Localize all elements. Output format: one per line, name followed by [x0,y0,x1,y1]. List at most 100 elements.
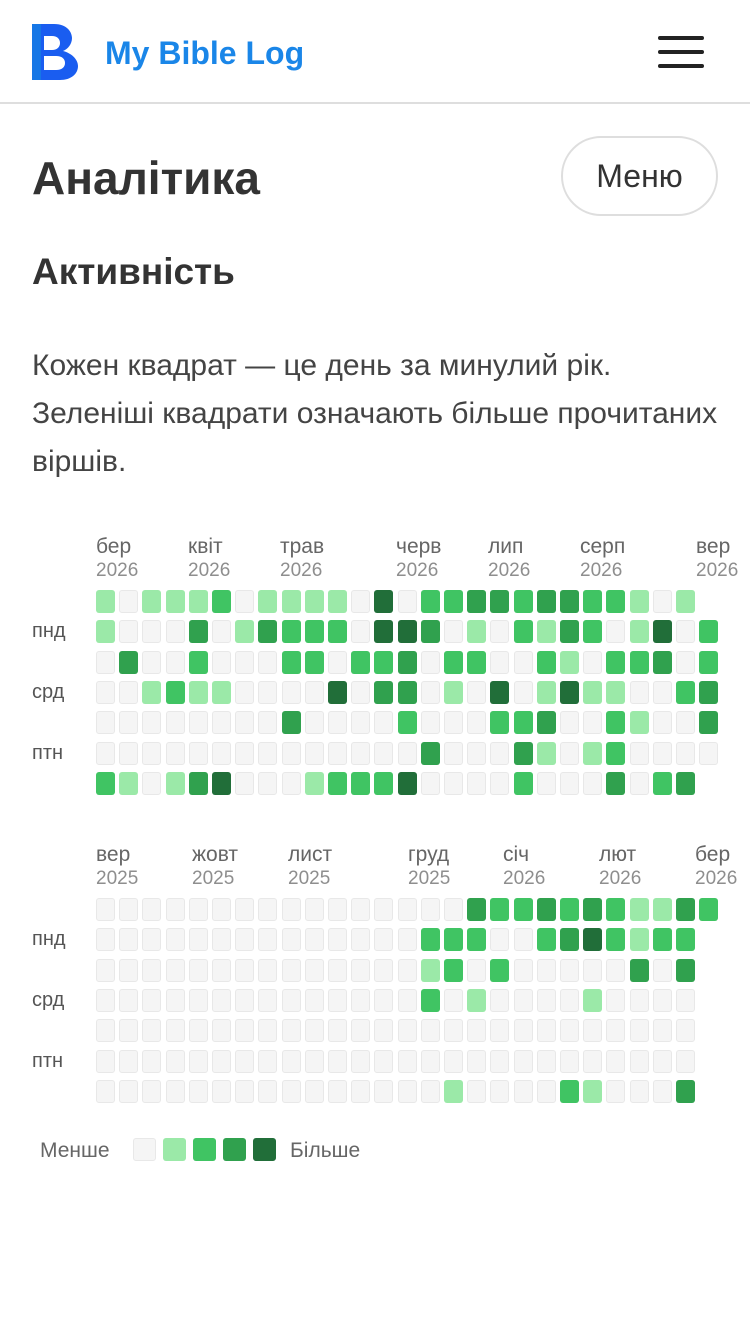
heatmap-day-cell[interactable] [96,1079,115,1103]
heatmap-day-cell[interactable] [629,1079,649,1103]
heatmap-day-cell[interactable] [536,771,556,795]
heatmap-day-cell[interactable] [188,680,208,704]
heatmap-day-cell[interactable] [142,958,162,982]
heatmap-day-cell[interactable] [583,711,603,735]
heatmap-day-cell[interactable] [328,771,347,795]
heatmap-day-cell[interactable] [351,650,371,674]
menu-button[interactable]: Меню [561,136,718,216]
heatmap-day-cell[interactable] [351,928,371,952]
heatmap-day-cell[interactable] [212,1079,231,1103]
heatmap-day-cell[interactable] [536,1079,556,1103]
heatmap-day-cell[interactable] [513,1079,533,1103]
heatmap-day-cell[interactable] [676,958,695,982]
heatmap-day-cell[interactable] [374,1079,394,1103]
heatmap-day-cell[interactable] [629,1049,649,1073]
heatmap-day-cell[interactable] [212,988,231,1012]
heatmap-day-cell[interactable] [235,590,255,613]
heatmap-day-cell[interactable] [397,1019,417,1043]
heatmap-day-cell[interactable] [583,988,603,1012]
heatmap-day-cell[interactable] [513,590,533,613]
heatmap-day-cell[interactable] [328,741,347,765]
heatmap-day-cell[interactable] [235,1019,255,1043]
heatmap-day-cell[interactable] [629,958,649,982]
heatmap-day-cell[interactable] [281,680,301,704]
heatmap-day-cell[interactable] [374,711,394,735]
heatmap-day-cell[interactable] [119,771,139,795]
heatmap-day-cell[interactable] [536,590,556,613]
heatmap-day-cell[interactable] [420,590,440,613]
heatmap-day-cell[interactable] [606,1019,626,1043]
heatmap-day-cell[interactable] [444,711,463,735]
heatmap-day-cell[interactable] [606,1049,626,1073]
heatmap-day-cell[interactable] [629,711,649,735]
heatmap-day-cell[interactable] [235,771,255,795]
heatmap-day-cell[interactable] [467,958,487,982]
heatmap-day-cell[interactable] [119,741,139,765]
heatmap-day-cell[interactable] [490,988,510,1012]
heatmap-day-cell[interactable] [676,590,695,613]
heatmap-day-cell[interactable] [583,1019,603,1043]
heatmap-day-cell[interactable] [397,620,417,644]
heatmap-day-cell[interactable] [142,711,162,735]
heatmap-day-cell[interactable] [258,741,278,765]
heatmap-day-cell[interactable] [351,741,371,765]
heatmap-day-cell[interactable] [96,1019,115,1043]
app-logo-icon[interactable] [32,24,78,80]
heatmap-day-cell[interactable] [351,1079,371,1103]
heatmap-day-cell[interactable] [467,650,487,674]
heatmap-day-cell[interactable] [96,741,115,765]
heatmap-day-cell[interactable] [606,988,626,1012]
heatmap-day-cell[interactable] [629,1019,649,1043]
heatmap-day-cell[interactable] [490,741,510,765]
heatmap-day-cell[interactable] [212,741,231,765]
heatmap-day-cell[interactable] [536,898,556,921]
heatmap-day-cell[interactable] [490,771,510,795]
heatmap-day-cell[interactable] [165,771,185,795]
heatmap-day-cell[interactable] [235,650,255,674]
heatmap-day-cell[interactable] [281,771,301,795]
heatmap-day-cell[interactable] [258,898,278,921]
heatmap-day-cell[interactable] [212,711,231,735]
heatmap-day-cell[interactable] [165,1049,185,1073]
heatmap-day-cell[interactable] [652,1049,672,1073]
heatmap-day-cell[interactable] [467,620,487,644]
heatmap-day-cell[interactable] [142,928,162,952]
heatmap-day-cell[interactable] [397,988,417,1012]
heatmap-day-cell[interactable] [560,988,579,1012]
heatmap-day-cell[interactable] [96,928,115,952]
heatmap-day-cell[interactable] [513,1019,533,1043]
heatmap-day-cell[interactable] [444,771,463,795]
heatmap-day-cell[interactable] [397,680,417,704]
heatmap-day-cell[interactable] [188,590,208,613]
heatmap-day-cell[interactable] [652,741,672,765]
heatmap-day-cell[interactable] [328,650,347,674]
heatmap-day-cell[interactable] [188,958,208,982]
heatmap-day-cell[interactable] [142,898,162,921]
heatmap-day-cell[interactable] [444,741,463,765]
heatmap-day-cell[interactable] [490,898,510,921]
heatmap-day-cell[interactable] [351,1049,371,1073]
heatmap-day-cell[interactable] [467,898,487,921]
heatmap-day-cell[interactable] [328,898,347,921]
heatmap-day-cell[interactable] [513,741,533,765]
heatmap-day-cell[interactable] [513,958,533,982]
heatmap-day-cell[interactable] [652,771,672,795]
heatmap-day-cell[interactable] [444,680,463,704]
heatmap-day-cell[interactable] [676,711,695,735]
heatmap-day-cell[interactable] [212,1019,231,1043]
heatmap-day-cell[interactable] [188,741,208,765]
heatmap-day-cell[interactable] [281,988,301,1012]
heatmap-day-cell[interactable] [629,928,649,952]
heatmap-day-cell[interactable] [281,1019,301,1043]
heatmap-day-cell[interactable] [188,1019,208,1043]
heatmap-day-cell[interactable] [606,741,626,765]
heatmap-day-cell[interactable] [420,1019,440,1043]
heatmap-day-cell[interactable] [560,898,579,921]
heatmap-day-cell[interactable] [281,711,301,735]
app-title[interactable]: My Bible Log [105,35,305,71]
heatmap-day-cell[interactable] [536,711,556,735]
heatmap-day-cell[interactable] [676,928,695,952]
heatmap-day-cell[interactable] [258,958,278,982]
heatmap-day-cell[interactable] [96,590,115,613]
heatmap-day-cell[interactable] [513,928,533,952]
